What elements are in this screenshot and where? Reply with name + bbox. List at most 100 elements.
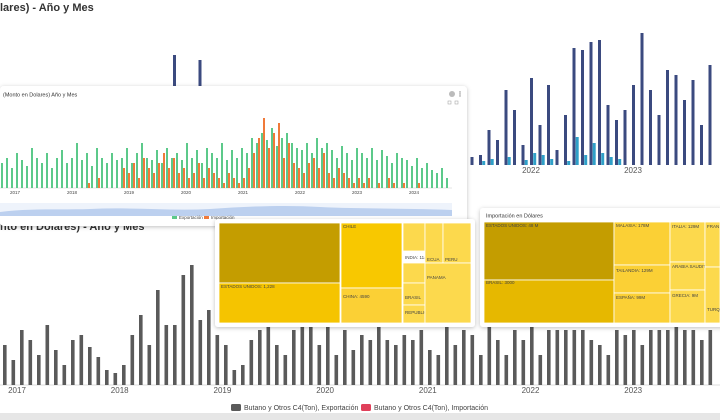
bar — [632, 330, 636, 385]
bar — [71, 158, 73, 188]
x-tick-label: 2022 — [522, 166, 540, 175]
bar — [190, 265, 194, 385]
close-button[interactable] — [449, 91, 455, 97]
bar — [36, 158, 38, 188]
bar — [158, 163, 160, 188]
bar — [581, 50, 584, 165]
bar — [258, 330, 262, 385]
bar — [378, 183, 380, 188]
bar — [356, 148, 358, 188]
bar — [116, 160, 118, 188]
menu-dot — [459, 93, 461, 95]
bar — [71, 340, 75, 385]
cell-label: PANAMA — [427, 275, 446, 280]
bar — [193, 173, 195, 188]
cell-label: ESTADOS UNIDOS: 48 M — [486, 223, 539, 228]
x-tick-label: 2023 — [352, 190, 363, 195]
bar — [313, 158, 315, 188]
bar — [381, 150, 383, 188]
legend-label: Butano y Otros C4(Ton), Exportación — [244, 405, 358, 412]
cell-label: FRAN — [707, 224, 719, 229]
bar — [657, 330, 662, 385]
x-tick-label: 2024 — [409, 190, 420, 195]
bar — [88, 183, 90, 188]
bar — [141, 143, 143, 188]
bar — [31, 148, 33, 188]
bar — [431, 170, 433, 188]
cell-label: ITALIA: 129M — [672, 224, 699, 229]
bar — [691, 80, 695, 165]
bar — [196, 150, 198, 188]
bar — [446, 178, 448, 188]
bar — [343, 330, 347, 385]
bar — [216, 158, 218, 188]
bar — [530, 78, 533, 165]
bar — [256, 143, 258, 188]
bar — [98, 178, 100, 188]
footer-bar — [0, 413, 720, 420]
bar — [581, 330, 585, 385]
bar — [81, 160, 83, 188]
bar — [288, 143, 290, 188]
bar — [263, 118, 265, 188]
bar — [482, 161, 486, 165]
cell-label: TAILANDIA: 129M — [616, 268, 653, 273]
bar — [96, 357, 101, 385]
x-tick-label: 2020 — [316, 386, 334, 395]
bar — [436, 173, 438, 188]
bar — [376, 160, 378, 188]
bar — [490, 159, 494, 165]
bar — [301, 150, 303, 188]
bar — [198, 320, 203, 385]
bar — [361, 153, 363, 188]
bar — [61, 150, 63, 188]
bar — [363, 183, 365, 188]
bar — [66, 163, 68, 188]
chart-title: lares) - Año y Mes — [0, 2, 94, 14]
bar — [228, 173, 230, 188]
bar — [188, 178, 190, 188]
bar — [411, 166, 413, 188]
bar — [666, 70, 669, 165]
treemap-cell — [442, 222, 472, 264]
bar — [221, 143, 223, 188]
treemap-import: Importación en Dólares ESTADOS UNIDOS: 4… — [480, 208, 720, 327]
bar — [41, 163, 43, 188]
bar — [215, 335, 220, 385]
bar — [632, 85, 635, 165]
bar — [589, 42, 593, 165]
x-tick-label: 2018 — [111, 386, 129, 395]
icon[interactable] — [454, 100, 459, 105]
bar — [391, 163, 393, 188]
bar — [258, 138, 260, 188]
bar — [251, 138, 253, 188]
bar — [173, 325, 177, 385]
icon[interactable] — [447, 100, 452, 105]
bar — [91, 166, 93, 188]
menu-dot[interactable] — [459, 91, 461, 93]
cell-label: BRASIL — [405, 295, 422, 300]
bar — [241, 148, 243, 188]
bar — [348, 178, 350, 188]
bar — [572, 48, 576, 165]
bar — [343, 173, 345, 188]
bar — [271, 128, 273, 188]
bar — [513, 330, 517, 385]
treemap-cell — [613, 221, 671, 266]
bar — [691, 330, 696, 385]
x-tick-label: 2019 — [214, 386, 232, 395]
popup-panel: (Monto en Dolares) Año y Mes 2017 2018 201… — [0, 86, 467, 226]
bar — [223, 183, 225, 188]
bar — [233, 178, 235, 188]
bar — [453, 345, 458, 385]
bar — [6, 158, 8, 188]
bar — [164, 325, 169, 385]
bar — [62, 365, 67, 385]
panel — [0, 86, 467, 226]
bar — [206, 148, 208, 188]
x-tick-label: 2020 — [181, 190, 192, 195]
cell-label: REPUBLICA — [405, 310, 431, 315]
bar — [283, 355, 288, 385]
bar — [253, 153, 255, 188]
bar — [657, 115, 661, 165]
